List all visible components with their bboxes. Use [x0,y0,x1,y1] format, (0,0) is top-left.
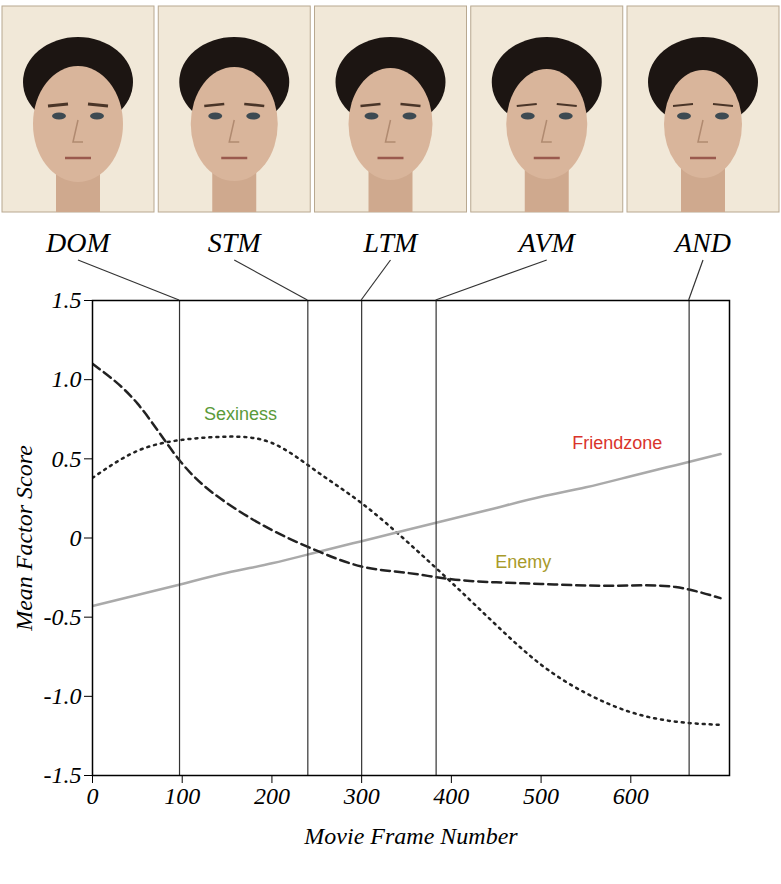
svg-text:1.0: 1.0 [52,366,82,392]
svg-text:Enemy: Enemy [495,552,551,572]
svg-text:-1.0: -1.0 [44,683,82,709]
svg-text:AND: AND [673,227,731,258]
svg-text:Friendzone: Friendzone [572,433,662,453]
svg-text:0: 0 [87,783,99,809]
svg-text:300: 300 [343,783,380,809]
svg-text:100: 100 [164,783,200,809]
svg-text:Movie Frame Number: Movie Frame Number [303,823,518,849]
svg-text:500: 500 [523,783,559,809]
svg-text:-0.5: -0.5 [44,604,82,630]
svg-text:200: 200 [254,783,290,809]
svg-text:STM: STM [208,227,263,258]
svg-text:DOM: DOM [45,227,111,258]
svg-text:0: 0 [70,525,82,551]
svg-text:Mean Factor Score: Mean Factor Score [11,445,37,632]
svg-text:600: 600 [613,783,649,809]
svg-text:LTM: LTM [363,227,420,258]
svg-text:-1.5: -1.5 [44,762,82,788]
svg-text:AVM: AVM [517,227,577,258]
svg-text:Sexiness: Sexiness [204,404,277,424]
svg-text:400: 400 [433,783,469,809]
svg-text:1.5: 1.5 [52,287,82,313]
svg-text:0.5: 0.5 [52,446,82,472]
